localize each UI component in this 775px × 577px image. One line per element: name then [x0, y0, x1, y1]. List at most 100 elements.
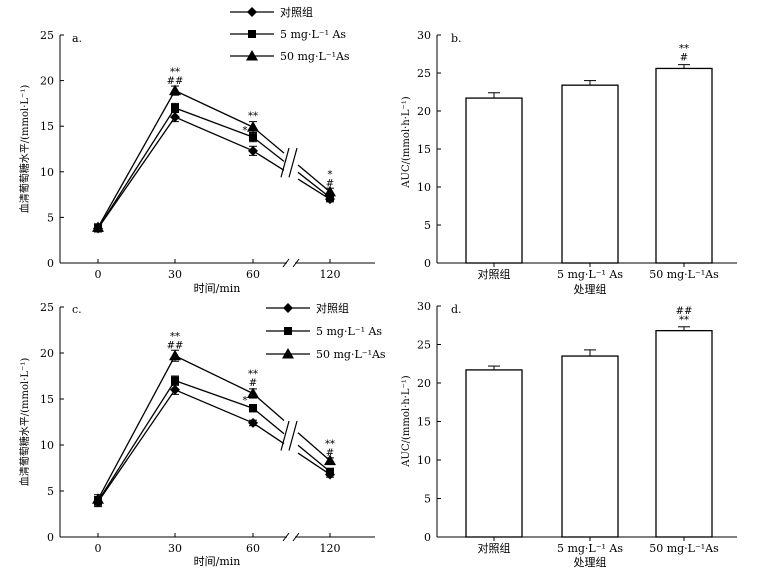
series-line — [97, 107, 254, 229]
x-tick-label: 50 mg·L⁻¹As — [649, 268, 719, 281]
bar — [561, 84, 619, 264]
y-tick-label: 0 — [424, 531, 431, 544]
y-tick-label: 10 — [40, 166, 54, 179]
significance-mark: * — [328, 169, 333, 180]
y-tick-label: 25 — [417, 339, 431, 352]
data-point-triangle — [169, 84, 181, 96]
data-point-diamond — [248, 417, 258, 428]
y-tick-label: 15 — [40, 393, 54, 406]
panel-label: c. — [72, 303, 82, 316]
y-tick-label: 20 — [417, 105, 431, 118]
data-point-square — [171, 376, 179, 385]
bar — [655, 67, 713, 264]
data-point-diamond — [248, 145, 258, 156]
significance-mark: ** — [248, 111, 258, 122]
significance-mark: ## — [676, 306, 693, 317]
series-line — [252, 136, 285, 162]
y-tick-label: 0 — [424, 257, 431, 270]
significance-mark: ** — [170, 67, 180, 78]
legend-label: 50 mg·L⁻¹As — [316, 348, 386, 361]
x-tick-label: 120 — [320, 268, 341, 281]
significance-mark: ** — [248, 369, 258, 380]
legend-marker-square — [248, 30, 256, 38]
y-tick-label: 25 — [40, 29, 54, 42]
series-line — [297, 452, 331, 475]
y-tick-label: 5 — [47, 211, 54, 224]
x-tick-label: 5 mg·L⁻¹ As — [557, 268, 623, 281]
data-point-triangle — [324, 185, 336, 197]
y-tick-label: 20 — [40, 347, 54, 360]
data-point-square — [249, 404, 257, 413]
y-axis-title: 血清葡萄糖水平/(mmol·L⁻¹) — [18, 358, 31, 487]
panel-label: d. — [451, 303, 462, 316]
series-line — [252, 407, 285, 435]
legend-label: 50 mg·L⁻¹As — [280, 50, 350, 63]
x-axis-title: 处理组 — [574, 555, 607, 569]
y-tick-label: 30 — [417, 29, 431, 42]
data-point-triangle — [92, 221, 104, 232]
plot-break-mark — [288, 147, 298, 178]
y-tick-label: 5 — [47, 485, 54, 498]
x-tick-label: 0 — [95, 268, 102, 281]
bar — [465, 369, 523, 538]
x-tick-label: 对照组 — [478, 267, 511, 281]
y-axis-title: AUC/(mmol·h·L⁻¹) — [401, 375, 412, 467]
significance-mark: # — [326, 178, 334, 189]
legend-label: 5 mg·L⁻¹ As — [280, 28, 346, 41]
series-line — [97, 379, 254, 502]
data-point-square — [326, 467, 334, 476]
panel-b-bar-chart: 0 5 10 15 20 25 30 对照组 5 mg·L⁻¹ As 50 mg·L⁻¹As **#… — [401, 29, 737, 296]
data-point-triangle — [324, 454, 336, 466]
y-tick-label: 20 — [40, 75, 54, 88]
significance-mark: # — [326, 448, 334, 459]
y-tick-label: 10 — [40, 439, 54, 452]
data-point-diamond — [170, 112, 180, 123]
y-tick-label: 25 — [40, 301, 54, 314]
series-line — [297, 171, 331, 198]
significance-mark: ** — [679, 44, 689, 55]
plot-break-mark — [280, 420, 290, 451]
data-point-diamond — [170, 384, 180, 395]
panel-label: a. — [72, 32, 82, 45]
data-point-square — [249, 133, 257, 142]
x-axis-break-mark — [292, 258, 300, 268]
y-axis-title: AUC/(mmol·h·L⁻¹) — [401, 96, 412, 188]
x-axis-title: 处理组 — [574, 282, 607, 296]
legend-marker-triangle — [246, 50, 258, 61]
x-tick-label: 30 — [168, 542, 182, 555]
y-tick-label: 20 — [417, 377, 431, 390]
y-tick-label: 0 — [47, 257, 54, 270]
data-point-square — [171, 103, 179, 112]
panel-label: b. — [451, 32, 462, 45]
legend-marker-triangle — [282, 348, 294, 359]
x-tick-label: 对照组 — [478, 541, 511, 555]
series-line — [252, 392, 285, 422]
significance-mark: ** — [170, 331, 180, 342]
x-tick-label: 30 — [168, 268, 182, 281]
series-line — [297, 444, 331, 473]
data-point-triangle — [247, 387, 259, 398]
significance-mark: * — [243, 125, 248, 136]
data-point-triangle — [92, 493, 104, 504]
series-line — [252, 422, 285, 445]
x-axis-title: 时间/min — [194, 555, 241, 568]
legend-label: 5 mg·L⁻¹ As — [316, 325, 382, 338]
y-tick-label: 25 — [417, 67, 431, 80]
series-line — [297, 432, 331, 462]
y-tick-label: 15 — [417, 143, 431, 156]
data-point-square — [326, 193, 334, 202]
y-tick-label: 5 — [424, 493, 431, 506]
significance-mark: ## — [167, 76, 184, 87]
x-tick-label: 60 — [246, 268, 260, 281]
y-tick-label: 15 — [40, 120, 54, 133]
x-axis-break-mark — [282, 258, 290, 268]
bar — [561, 355, 619, 538]
x-tick-label: 0 — [95, 542, 102, 555]
bar — [465, 97, 523, 264]
panel-d-bar-chart: 0 5 10 15 20 25 30 对照组 5 mg·L⁻¹ As 50 mg·L⁻¹As ##*… — [401, 300, 737, 569]
y-tick-label: 0 — [47, 531, 54, 544]
y-axis-title: 血清葡萄糖水平/(mmol·L⁻¹) — [18, 85, 31, 214]
bar — [655, 329, 713, 538]
